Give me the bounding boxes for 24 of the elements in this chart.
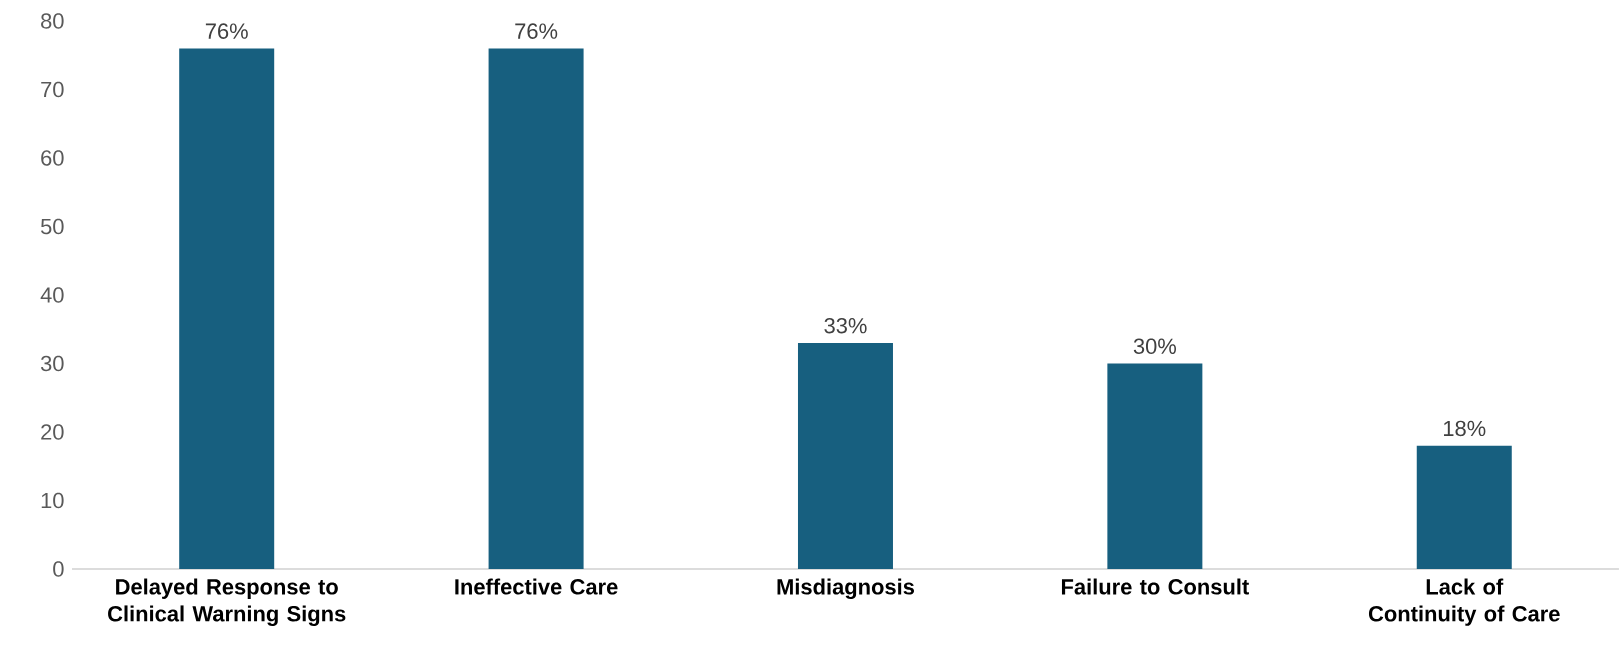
- y-tick-label: 10: [41, 492, 64, 509]
- data-label: 33%: [824, 317, 867, 334]
- y-tick-label: 50: [40, 218, 64, 235]
- y-tick-label: 20: [41, 424, 64, 440]
- y-tick-label: 60: [41, 150, 64, 166]
- bar: [488, 48, 584, 569]
- data-label: 18%: [1444, 420, 1486, 437]
- x-tick-label: Failure to Consult: [1061, 578, 1249, 595]
- y-tick-label: 30: [40, 355, 64, 372]
- data-label: 76%: [515, 23, 558, 39]
- y-tick-label: 70: [41, 81, 64, 98]
- bar: [179, 48, 275, 569]
- bar: [1107, 363, 1203, 569]
- x-tick-label: Delayed Response to Clinical Warning Signs: [108, 578, 346, 626]
- bar: [1416, 445, 1512, 569]
- bar: [797, 342, 893, 569]
- y-tick-label: 40: [40, 287, 64, 303]
- x-tick-label: Ineffective Care: [455, 578, 618, 595]
- y-tick-label: 80: [41, 13, 64, 29]
- data-label: 30%: [1133, 338, 1177, 354]
- x-tick-label: Lack of Continuity of Care: [1368, 578, 1560, 626]
- y-tick-label: 0: [53, 561, 64, 577]
- x-tick-label: Misdiagnosis: [777, 578, 915, 600]
- data-label: 76%: [205, 23, 248, 39]
